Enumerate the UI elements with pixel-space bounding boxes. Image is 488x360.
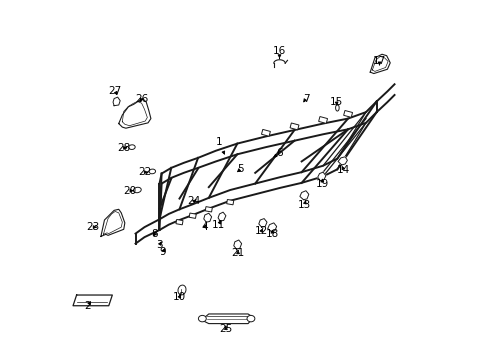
Text: 1: 1 bbox=[216, 138, 224, 154]
Text: 6: 6 bbox=[273, 148, 282, 158]
Text: 2: 2 bbox=[84, 301, 91, 311]
Text: 9: 9 bbox=[160, 247, 166, 257]
Polygon shape bbox=[267, 223, 276, 231]
Polygon shape bbox=[205, 207, 212, 212]
Polygon shape bbox=[203, 213, 211, 222]
Text: 24: 24 bbox=[187, 197, 200, 206]
Text: 12: 12 bbox=[255, 226, 268, 236]
Polygon shape bbox=[337, 157, 346, 165]
Text: 15: 15 bbox=[329, 97, 343, 107]
Text: 21: 21 bbox=[231, 248, 244, 258]
Ellipse shape bbox=[133, 187, 141, 193]
Text: 16: 16 bbox=[272, 46, 285, 58]
Ellipse shape bbox=[149, 169, 155, 174]
Text: 28: 28 bbox=[117, 143, 130, 153]
Polygon shape bbox=[299, 191, 308, 200]
Polygon shape bbox=[261, 129, 270, 136]
Polygon shape bbox=[226, 199, 233, 205]
Polygon shape bbox=[113, 97, 120, 106]
Text: 26: 26 bbox=[135, 94, 148, 104]
Polygon shape bbox=[201, 314, 253, 324]
Text: 27: 27 bbox=[108, 86, 122, 96]
Text: 13: 13 bbox=[297, 200, 310, 210]
Polygon shape bbox=[101, 209, 124, 237]
Polygon shape bbox=[233, 240, 241, 249]
Ellipse shape bbox=[198, 315, 206, 322]
Polygon shape bbox=[258, 219, 266, 227]
Polygon shape bbox=[176, 220, 183, 225]
Text: 20: 20 bbox=[123, 186, 137, 196]
Ellipse shape bbox=[246, 315, 254, 322]
Polygon shape bbox=[343, 111, 352, 117]
Text: 23: 23 bbox=[86, 222, 99, 232]
Polygon shape bbox=[119, 99, 151, 128]
Polygon shape bbox=[218, 212, 225, 221]
Text: 7: 7 bbox=[302, 94, 308, 104]
Text: 25: 25 bbox=[219, 324, 232, 334]
Polygon shape bbox=[369, 54, 389, 73]
Ellipse shape bbox=[335, 105, 339, 111]
Text: 19: 19 bbox=[315, 179, 328, 189]
Text: 14: 14 bbox=[337, 165, 350, 175]
Polygon shape bbox=[73, 295, 112, 306]
Text: 17: 17 bbox=[372, 57, 386, 66]
Text: 5: 5 bbox=[236, 164, 243, 174]
Text: 10: 10 bbox=[173, 292, 185, 302]
Text: 11: 11 bbox=[212, 220, 225, 230]
Ellipse shape bbox=[128, 145, 135, 149]
Text: 22: 22 bbox=[138, 167, 151, 177]
Polygon shape bbox=[318, 117, 327, 123]
Polygon shape bbox=[189, 213, 196, 219]
Text: 8: 8 bbox=[151, 229, 158, 239]
Text: 4: 4 bbox=[201, 222, 207, 232]
Polygon shape bbox=[289, 123, 298, 130]
Ellipse shape bbox=[178, 285, 185, 295]
Polygon shape bbox=[317, 172, 325, 181]
Text: 3: 3 bbox=[156, 240, 163, 250]
Text: 18: 18 bbox=[265, 229, 279, 239]
